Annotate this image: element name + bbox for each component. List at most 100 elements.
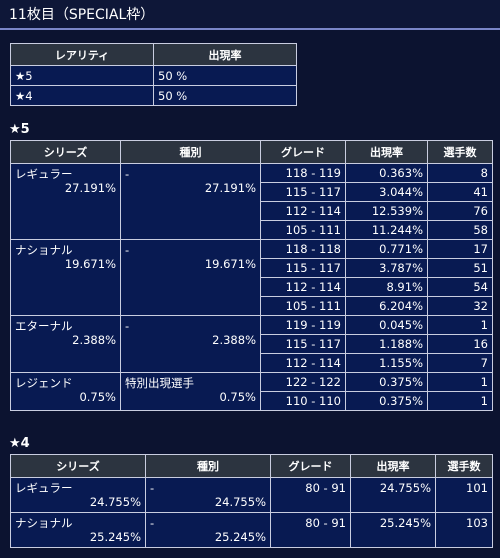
grade-cell: 112 - 114 [260,353,346,373]
series-cell: ナショナル 19.671% [10,239,121,316]
series-cell: ナショナル 25.245% [10,512,146,548]
type-name: - [125,167,130,181]
rate-cell: 12.539% [345,201,428,221]
star4-header-row: シリーズ 種別 グレード 出現率 選手数 [10,454,493,478]
series-rate: 27.191% [64,181,116,195]
type-name: - [125,243,130,257]
table-row: エターナル 2.388% - 2.388% 119 - 119 0.045% 1 [10,315,493,373]
grade-cell: 80 - 91 [270,477,351,513]
rate-cell: 11.244% [345,220,428,240]
rarity-column-header: レアリティ [10,43,154,66]
type-name: 特別出現選手 [125,376,194,390]
series-rate: 0.75% [79,390,116,404]
series-cell: レギュラー 27.191% [10,163,121,240]
series-name: レギュラー [15,481,73,495]
series-cell: エターナル 2.388% [10,315,121,373]
count-cell: 103 [435,512,493,548]
page-header: 11枚目（SPECIAL枠） [0,0,500,30]
grade-column-header: グレード [270,454,351,478]
type-name: - [150,481,155,495]
star4-heading: ★4 [9,436,30,451]
grade-cell: 119 - 119 [260,315,346,335]
rate-cell: 0.045% [345,315,428,335]
table-row: レギュラー 27.191% - 27.191% 118 - 119 0.363%… [10,163,493,240]
type-cell: - 25.245% [145,512,271,548]
table-row: 112 - 114 8.91% 54 [11,277,493,297]
grade-cell: 118 - 119 [260,163,346,183]
rarity-rate-cell: 50 % [153,65,297,86]
rate-cell: 0.375% [345,391,428,411]
rate-cell: 8.91% [345,277,428,297]
grade-cell: 115 - 117 [260,258,346,278]
grade-cell: 118 - 118 [260,239,346,259]
series-name: ナショナル [15,243,73,257]
rate-cell: 0.771% [345,239,428,259]
series-column-header: シリーズ [10,454,146,478]
count-cell: 1 [427,315,493,335]
series-rate: 2.388% [72,333,116,347]
series-name: エターナル [15,319,73,333]
grade-cell: 112 - 114 [260,201,346,221]
rate-column-header: 出現率 [153,43,297,66]
series-cell: レジェンド 0.75% [10,372,121,411]
table-row: ナショナル 25.245% - 25.245% 80 - 91 25.245% … [10,512,493,548]
type-column-header: 種別 [120,140,261,164]
type-rate: 0.75% [219,390,256,404]
grade-cell: 105 - 111 [260,296,346,316]
type-name: - [150,516,155,530]
type-cell: - 2.388% [120,315,261,373]
type-cell: - 27.191% [120,163,261,240]
table-row: 112 - 114 12.539% 76 [11,201,493,221]
grade-column-header: グレード [260,140,346,164]
grade-cell: 80 - 91 [270,512,351,548]
series-name: レジェンド [15,376,73,390]
rate-cell: 24.755% [350,477,436,513]
table-row: 105 - 111 6.204% 32 [11,296,493,316]
table-row: 115 - 117 3.044% 41 [11,182,493,202]
type-rate: 19.671% [204,257,256,271]
count-column-header: 選手数 [435,454,493,478]
rarity-header-row: レアリティ 出現率 [10,43,297,66]
series-rate: 19.671% [64,257,116,271]
rate-cell: 1.188% [345,334,428,354]
rate-cell: 0.363% [345,163,428,183]
rate-cell: 25.245% [350,512,436,548]
rate-cell: 6.204% [345,296,428,316]
type-name: - [125,319,130,333]
count-cell: 1 [427,372,493,392]
rarity-cell: ★4 [10,85,154,106]
rarity-rate-cell: 50 % [153,85,297,106]
rate-cell: 3.787% [345,258,428,278]
count-cell: 51 [427,258,493,278]
count-cell: 41 [427,182,493,202]
rate-column-header: 出現率 [345,140,428,164]
type-rate: 25.245% [214,530,266,544]
type-rate: 2.388% [212,333,256,347]
grade-cell: 115 - 117 [260,334,346,354]
grade-cell: 105 - 111 [260,220,346,240]
count-cell: 32 [427,296,493,316]
rate-cell: 0.375% [345,372,428,392]
type-cell: - 24.755% [145,477,271,513]
star4-table: シリーズ 種別 グレード 出現率 選手数 レギュラー 24.755% - 24.… [10,454,493,548]
grade-cell: 112 - 114 [260,277,346,297]
grade-cell: 115 - 117 [260,182,346,202]
rate-column-header: 出現率 [350,454,436,478]
type-rate: 24.755% [214,495,266,509]
series-cell: レギュラー 24.755% [10,477,146,513]
series-column-header: シリーズ [10,140,121,164]
page-title: 11枚目（SPECIAL枠） [9,7,155,23]
count-cell: 1 [427,391,493,411]
rarity-row-star5: ★5 50 % [10,65,297,86]
table-row: レジェンド 0.75% 特別出現選手 0.75% 122 - 122 0.375… [10,372,493,411]
series-rate: 25.245% [89,530,141,544]
rarity-row-star4: ★4 50 % [10,85,297,106]
count-cell: 17 [427,239,493,259]
rate-cell: 3.044% [345,182,428,202]
count-cell: 58 [427,220,493,240]
series-rate: 24.755% [89,495,141,509]
table-row: 112 - 114 1.155% 7 [11,353,493,373]
table-row: 110 - 110 0.375% 1 [11,391,493,411]
count-column-header: 選手数 [427,140,493,164]
rarity-table: レアリティ 出現率 ★5 50 % ★4 50 % [10,43,297,106]
